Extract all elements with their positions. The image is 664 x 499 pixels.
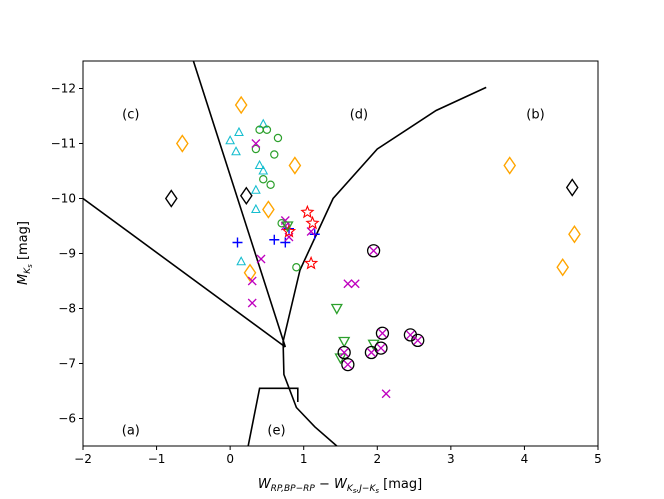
x-axis-title-tail: [mag] bbox=[379, 477, 422, 492]
x-axis-title-sub2tail: ,J−K bbox=[356, 484, 376, 494]
point-plus bbox=[309, 229, 320, 240]
region-labels: (a) (b) (c) (d) (e) bbox=[122, 107, 545, 438]
y-tick-label: −9 bbox=[58, 247, 76, 261]
x-axis-title-mid: − W bbox=[315, 477, 348, 492]
region-label: (c) bbox=[122, 107, 139, 122]
x-axis-title: WRP,BP−RP − WKs,J−Ks [mag] bbox=[258, 477, 422, 495]
plot-area bbox=[83, 61, 598, 446]
point-circle-x bbox=[341, 357, 355, 372]
point-circle-x bbox=[374, 341, 388, 355]
point-triangle bbox=[234, 126, 244, 137]
point-x bbox=[247, 276, 257, 286]
point-star bbox=[300, 204, 315, 219]
region-label: (d) bbox=[350, 107, 368, 122]
point-plus bbox=[280, 237, 291, 248]
data-points bbox=[164, 95, 581, 399]
point-triangle bbox=[254, 159, 265, 170]
point-x bbox=[247, 298, 257, 308]
point-x bbox=[251, 139, 261, 148]
point-triangle-down bbox=[281, 221, 294, 233]
region-label: (b) bbox=[526, 107, 544, 122]
boundary-lines bbox=[83, 61, 487, 446]
y-axis-ticks: −12 −11 −10 −9 −8 −7 −6 bbox=[51, 82, 83, 426]
point-x bbox=[350, 279, 360, 289]
point-circle bbox=[259, 175, 268, 184]
point-diamond bbox=[503, 156, 517, 175]
point-triangle bbox=[250, 184, 261, 194]
point-circle bbox=[277, 219, 286, 228]
point-diamond bbox=[262, 200, 275, 219]
point-circle-x bbox=[411, 333, 425, 348]
y-axis-title-main: M bbox=[16, 274, 31, 285]
region-label: (e) bbox=[267, 424, 285, 439]
x-axis-title-sub: RP,BP−RP bbox=[271, 484, 316, 494]
x-tick-label: −2 bbox=[74, 452, 92, 466]
y-axis-title-tail: [mag] bbox=[16, 221, 31, 264]
boundary-line-4 bbox=[247, 387, 299, 446]
y-axis-title-subsub: s bbox=[26, 264, 34, 268]
point-diamond bbox=[565, 178, 579, 197]
x-tick-label: 1 bbox=[300, 452, 308, 466]
point-circle bbox=[251, 144, 261, 154]
point-x bbox=[381, 389, 391, 399]
y-tick-label: −11 bbox=[51, 137, 76, 151]
point-circle-x bbox=[366, 244, 381, 258]
point-plus bbox=[232, 237, 243, 248]
point-circle-x bbox=[375, 326, 390, 340]
x-tick-label: 0 bbox=[226, 452, 234, 466]
point-triangle bbox=[250, 203, 261, 214]
point-circle bbox=[273, 133, 283, 143]
point-diamond bbox=[239, 186, 253, 205]
point-triangle bbox=[258, 118, 269, 128]
y-axis-title-sub: K bbox=[23, 267, 33, 274]
boundary-line-2 bbox=[192, 61, 287, 348]
region-label: (a) bbox=[122, 424, 140, 439]
x-tick-label: 2 bbox=[373, 452, 381, 466]
point-x bbox=[256, 254, 266, 264]
x-tick-label: −1 bbox=[148, 452, 166, 466]
point-circle-x bbox=[337, 345, 351, 360]
point-triangle bbox=[225, 135, 236, 145]
y-axis-title: MKs [mag] bbox=[16, 221, 34, 285]
y-tick-label: −10 bbox=[51, 192, 76, 206]
y-tick-label: −7 bbox=[58, 357, 76, 371]
x-tick-label: 5 bbox=[594, 452, 602, 466]
point-plus bbox=[269, 234, 280, 245]
point-diamond bbox=[288, 156, 302, 175]
point-triangle bbox=[231, 146, 241, 156]
y-tick-label: −8 bbox=[58, 302, 76, 316]
x-axis-title-sub2tailsub: s bbox=[375, 487, 379, 495]
point-diamond bbox=[243, 263, 257, 282]
y-tick-label: −12 bbox=[51, 82, 76, 96]
x-tick-label: 3 bbox=[447, 452, 455, 466]
point-triangle bbox=[258, 165, 269, 175]
point-circle bbox=[266, 180, 275, 189]
x-axis-title-sub2sub: s bbox=[353, 487, 357, 495]
x-tick-label: 4 bbox=[521, 452, 529, 466]
point-star bbox=[305, 215, 320, 230]
point-star bbox=[281, 223, 297, 238]
point-diamond bbox=[556, 258, 570, 277]
point-triangle-down bbox=[330, 303, 343, 315]
point-circle bbox=[262, 125, 272, 134]
point-diamond bbox=[175, 134, 189, 153]
y-tick-label: −6 bbox=[58, 412, 76, 426]
point-circle bbox=[270, 150, 279, 159]
point-diamond bbox=[234, 95, 248, 115]
boundary-line-3 bbox=[282, 86, 487, 446]
point-triangle bbox=[236, 256, 247, 266]
boundary-line-1 bbox=[83, 197, 286, 348]
point-star bbox=[303, 255, 319, 270]
point-triangle-down bbox=[338, 336, 351, 348]
x-axis-title-sub2: K bbox=[347, 484, 354, 494]
point-circle bbox=[292, 263, 301, 272]
point-diamond bbox=[568, 225, 581, 244]
point-x bbox=[343, 279, 353, 289]
point-diamond bbox=[164, 189, 178, 208]
x-axis-title-main: W bbox=[258, 477, 272, 492]
x-axis-ticks: −2 −1 0 1 2 3 4 5 bbox=[74, 446, 602, 466]
